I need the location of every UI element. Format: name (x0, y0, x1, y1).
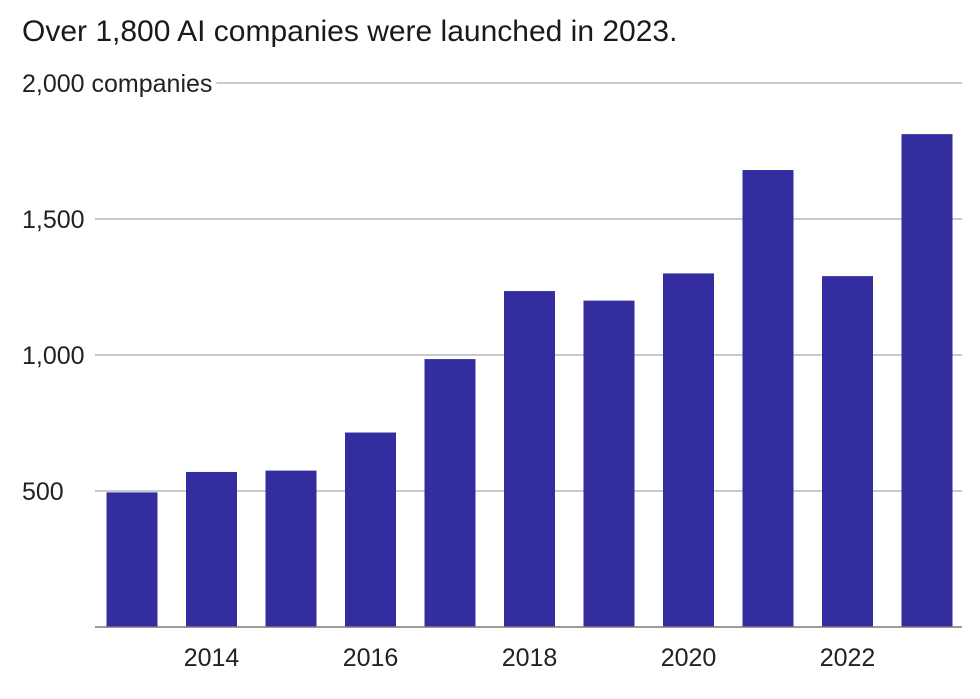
bar-2015 (265, 470, 317, 627)
bar-2019 (583, 300, 635, 627)
bar-2023 (901, 134, 953, 628)
bar-2018 (504, 291, 555, 627)
y-tick-label: 1,500 (22, 206, 85, 234)
x-tick-label: 2020 (661, 644, 717, 672)
bars (106, 134, 953, 628)
bar-2014 (186, 471, 237, 627)
bar-2022 (822, 276, 873, 627)
bar-2016 (345, 432, 396, 627)
x-tick-label: 2014 (184, 644, 240, 672)
bar-2013 (106, 492, 158, 627)
x-tick-label: 2022 (820, 644, 876, 672)
x-tick-label: 2018 (502, 644, 558, 672)
axes: 500 1,000 1,500 2,000 companies 2014 2016 2018… (22, 70, 962, 672)
y-tick-label: 500 (22, 478, 64, 506)
bar-2017 (424, 359, 476, 627)
bar-2020 (663, 273, 714, 627)
y-tick-label: 1,000 (22, 342, 85, 370)
x-tick-label: 2016 (343, 644, 399, 672)
bar-2021 (742, 170, 794, 628)
chart-subtitle: Over 1,800 AI companies were launched in… (22, 15, 678, 48)
y-tick-label: 2,000 companies (22, 70, 212, 98)
